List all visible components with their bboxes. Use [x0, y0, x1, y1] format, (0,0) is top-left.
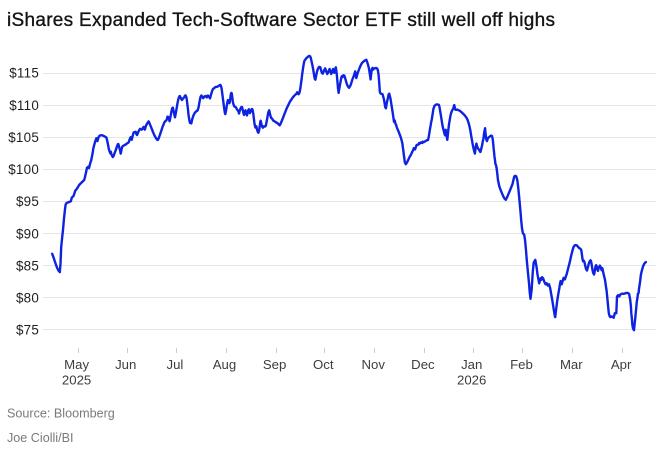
svg-text:$75: $75: [16, 323, 39, 338]
svg-text:Aug: Aug: [213, 357, 236, 372]
svg-text:Jan: Jan: [461, 357, 482, 372]
svg-text:$105: $105: [8, 130, 39, 145]
svg-text:Sep: Sep: [263, 357, 286, 372]
svg-text:$115: $115: [9, 66, 39, 81]
svg-text:$85: $85: [16, 258, 39, 273]
svg-text:2026: 2026: [457, 373, 486, 388]
svg-text:2025: 2025: [62, 373, 91, 388]
svg-text:iShares Expanded Tech-Software: iShares Expanded Tech-Software Sector ET…: [7, 10, 555, 31]
svg-text:Oct: Oct: [313, 357, 334, 372]
svg-text:Mar: Mar: [560, 357, 583, 372]
svg-text:Dec: Dec: [411, 357, 435, 372]
svg-text:Apr: Apr: [611, 357, 632, 372]
svg-text:Nov: Nov: [361, 357, 385, 372]
svg-text:$95: $95: [16, 194, 39, 209]
svg-text:$90: $90: [16, 226, 39, 241]
svg-text:$100: $100: [8, 162, 39, 177]
svg-text:May: May: [64, 357, 89, 372]
svg-text:Jul: Jul: [166, 357, 183, 372]
svg-text:$110: $110: [9, 98, 39, 113]
svg-text:Joe Ciolli/BI: Joe Ciolli/BI: [7, 431, 74, 445]
svg-text:Source: Bloomberg: Source: Bloomberg: [7, 407, 115, 421]
svg-text:$80: $80: [16, 291, 39, 306]
svg-text:Feb: Feb: [510, 357, 533, 372]
svg-text:Jun: Jun: [115, 357, 136, 372]
